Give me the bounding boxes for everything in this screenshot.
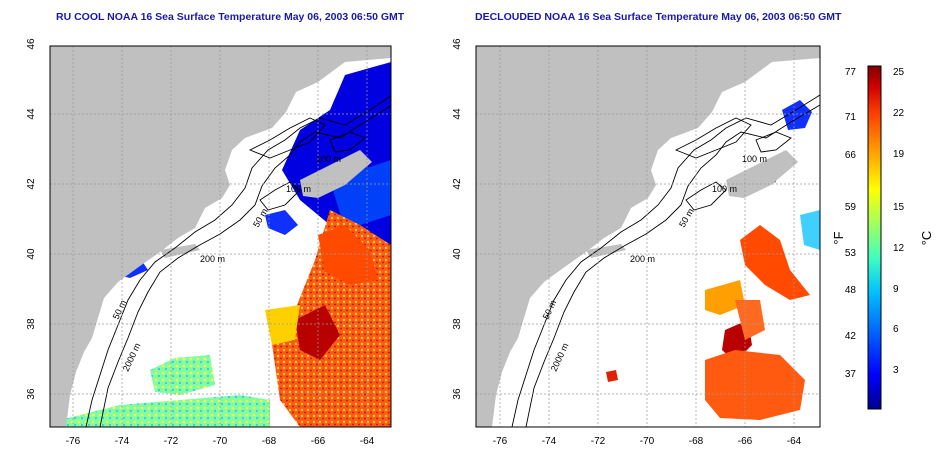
- lat-tick-label: 44: [26, 108, 37, 120]
- left-sst-warm-core: [318, 225, 378, 285]
- right-sst-warm-eddy: [740, 225, 810, 300]
- c-tick-label: 19: [893, 149, 905, 160]
- right-map-title: DECLOUDED NOAA 16 Sea Surface Temperatur…: [475, 11, 842, 23]
- right-sst-orange-plume: [705, 280, 745, 315]
- lon-tick-label: -68: [689, 436, 704, 447]
- lon-tick-label: -72: [164, 436, 179, 447]
- c-tick-label: 15: [893, 202, 905, 213]
- lon-tick-label: -76: [493, 436, 508, 447]
- c-tick-label: 12: [893, 243, 905, 254]
- lat-tick-label: 38: [26, 318, 37, 330]
- f-tick-label: 66: [845, 150, 857, 161]
- contour-label: 200 m: [630, 254, 655, 264]
- contour-label: 100 m: [316, 154, 341, 164]
- lon-tick-label: -72: [591, 436, 606, 447]
- lon-tick-label: -68: [262, 436, 277, 447]
- contour-label: 200 m: [200, 254, 225, 264]
- lat-tick-label: 44: [452, 108, 463, 120]
- colorbar-gradient: [867, 65, 882, 410]
- lon-tick-label: -76: [66, 436, 81, 447]
- temperature-colorbar: 77 71 66 59 53 48 42 37 25 22 19 15 12 9…: [831, 65, 934, 410]
- fahrenheit-unit-label: °F: [831, 231, 846, 244]
- left-sst-bay-blue: [265, 210, 298, 235]
- colorbar-celsius-ticks: 25 22 19 15 12 9 6 3: [893, 67, 905, 376]
- c-tick-label: 9: [893, 284, 899, 295]
- left-map-title: RU COOL NOAA 16 Sea Surface Temperature …: [56, 11, 405, 23]
- f-tick-label: 48: [845, 285, 857, 296]
- f-tick-label: 77: [845, 67, 857, 78]
- c-tick-label: 25: [893, 67, 905, 78]
- lon-tick-label: -64: [360, 436, 375, 447]
- lat-tick-label: 46: [26, 38, 37, 50]
- left-graticule: [50, 46, 391, 427]
- right-sst-cyan-patch: [800, 210, 820, 250]
- f-tick-label: 71: [845, 112, 857, 123]
- left-sst-south-band: [60, 395, 270, 427]
- lat-tick-label: 36: [26, 388, 37, 400]
- right-graticule: [476, 46, 820, 427]
- c-tick-label: 3: [893, 365, 899, 376]
- lat-tick-label: 46: [452, 38, 463, 50]
- c-tick-label: 22: [893, 108, 905, 119]
- left-lat-axis: 46 44 42 40 38 36: [26, 38, 37, 400]
- lat-tick-label: 40: [452, 248, 463, 260]
- contour-label: 100 m: [712, 184, 737, 194]
- c-tick-label: 6: [893, 324, 899, 335]
- right-land-nova-scotia: [726, 150, 798, 198]
- right-lon-axis: -76 -74 -72 -70 -68 -66 -64: [493, 436, 802, 447]
- lat-tick-label: 42: [452, 178, 463, 190]
- right-bathymetry-contours: [511, 94, 820, 427]
- f-tick-label: 42: [845, 331, 857, 342]
- lon-tick-label: -70: [640, 436, 655, 447]
- right-land-long-island: [586, 244, 626, 258]
- right-sst-south-tongue: [735, 300, 765, 340]
- right-sst-red-dot: [606, 370, 618, 382]
- left-land-mass: [50, 46, 391, 427]
- right-sst-south-warm: [705, 350, 805, 420]
- left-sst-yellow-fringe: [265, 305, 300, 345]
- lon-tick-label: -66: [738, 436, 753, 447]
- lon-tick-label: -74: [542, 436, 557, 447]
- f-tick-label: 53: [845, 248, 857, 259]
- lon-tick-label: -70: [213, 436, 228, 447]
- lat-tick-label: 36: [452, 388, 463, 400]
- lon-tick-label: -74: [115, 436, 130, 447]
- colorbar-fahrenheit-ticks: 77 71 66 59 53 48 42 37: [845, 67, 857, 380]
- contour-label: 100 m: [742, 154, 767, 164]
- left-bathymetry-contours: [85, 95, 391, 427]
- contour-label: 100 m: [286, 184, 311, 194]
- lat-tick-label: 38: [452, 318, 463, 330]
- left-land-long-island: [160, 244, 200, 258]
- f-tick-label: 37: [845, 369, 857, 380]
- lon-tick-label: -66: [311, 436, 326, 447]
- left-sst-dark-red: [295, 305, 340, 360]
- right-lat-axis: 46 44 42 40 38 36: [452, 38, 463, 400]
- left-lon-axis: -76 -74 -72 -70 -68 -66 -64: [66, 436, 375, 447]
- celsius-unit-label: °C: [919, 231, 934, 246]
- lon-tick-label: -64: [787, 436, 802, 447]
- lat-tick-label: 40: [26, 248, 37, 260]
- right-land-mass: [476, 46, 820, 427]
- right-map: 100 m 100 m 50 m 200 m 50 m 2000 m 46 44…: [452, 38, 821, 447]
- left-map: 100 m 100 m 50 m 200 m 50 m 2000 m 46 4: [26, 38, 392, 447]
- f-tick-label: 59: [845, 202, 857, 213]
- lat-tick-label: 42: [26, 178, 37, 190]
- left-sst-offshore-patch: [150, 355, 215, 395]
